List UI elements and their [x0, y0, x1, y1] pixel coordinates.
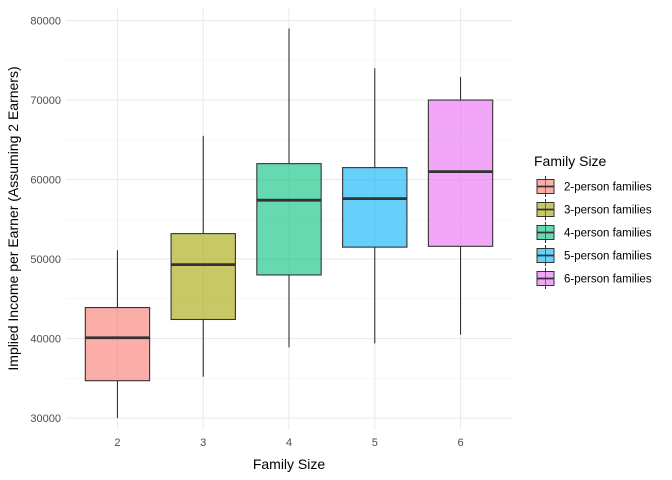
- legend-item: 3-person families: [536, 199, 652, 220]
- legend: Family Size 2-person families 3-person fa…: [534, 153, 652, 289]
- box-series: [84, 28, 494, 419]
- legend-label: 2-person families: [564, 182, 652, 194]
- box-2: [84, 250, 151, 419]
- x-tick-label: 6: [457, 437, 463, 449]
- legend-item: 5-person families: [536, 245, 652, 266]
- y-tick-label: 60000: [30, 175, 61, 187]
- legend-item: 2-person families: [536, 176, 652, 197]
- box-6: [427, 76, 494, 335]
- box-iqr: [170, 233, 236, 321]
- legend-item: 6-person families: [536, 268, 652, 289]
- box-iqr: [427, 99, 494, 247]
- x-tick-label: 5: [372, 437, 378, 449]
- box-3: [170, 135, 236, 377]
- legend-label: 6-person families: [564, 274, 652, 286]
- legend-label: 3-person families: [564, 205, 652, 217]
- legend-label: 5-person families: [564, 251, 652, 263]
- legend-title: Family Size: [534, 153, 607, 169]
- x-axis-tick-labels: 2 3 4 5 6: [114, 437, 463, 449]
- legend-item: 4-person families: [536, 222, 652, 243]
- y-axis-title: Implied Income per Earner (Assuming 2 Ea…: [5, 66, 21, 370]
- y-tick-label: 70000: [30, 95, 61, 107]
- x-tick-label: 2: [114, 437, 120, 449]
- legend-label: 4-person families: [564, 228, 652, 240]
- x-tick-label: 3: [200, 437, 206, 449]
- y-tick-label: 40000: [30, 334, 61, 346]
- box-iqr: [256, 163, 322, 276]
- y-tick-label: 30000: [30, 413, 61, 425]
- y-axis-tick-labels: 30000 40000 50000 60000 70000 80000: [30, 16, 61, 426]
- y-tick-label: 80000: [30, 16, 61, 28]
- box-4: [256, 28, 322, 348]
- box-5: [342, 68, 408, 344]
- box-iqr: [84, 307, 151, 382]
- x-axis-title: Family Size: [253, 456, 326, 472]
- y-tick-label: 50000: [30, 254, 61, 266]
- box-iqr: [342, 167, 408, 248]
- x-tick-label: 4: [286, 437, 292, 449]
